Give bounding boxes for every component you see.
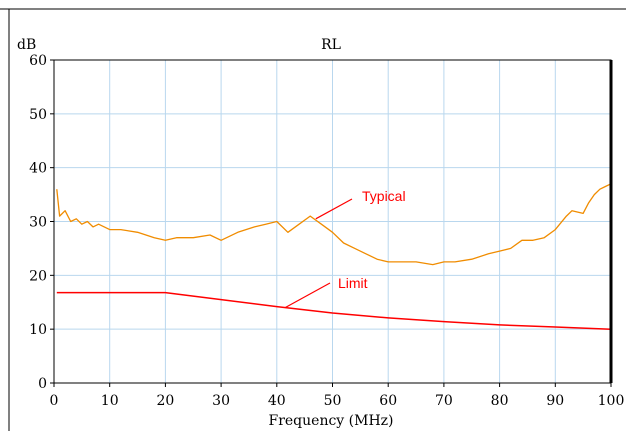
limit-series-line xyxy=(56,291,612,330)
y-tick-label: 60 xyxy=(29,53,47,69)
x-tick-label: 70 xyxy=(435,393,453,409)
x-tick-label: 90 xyxy=(546,393,564,409)
grid xyxy=(54,60,611,383)
limit-annotation-leader xyxy=(284,282,331,309)
x-tick-label: 40 xyxy=(268,393,286,409)
annotations: Typical Limit xyxy=(284,188,406,309)
x-tick-label: 10 xyxy=(101,393,119,409)
x-tick-label: 30 xyxy=(212,393,230,409)
x-tick-label: 0 xyxy=(50,393,59,409)
series-group xyxy=(56,183,612,330)
y-axis-unit-label: dB xyxy=(17,37,36,53)
chart-title: RL xyxy=(321,37,341,53)
y-tick-label: 40 xyxy=(29,161,47,177)
x-tick-label: 60 xyxy=(379,393,397,409)
x-tick-label: 80 xyxy=(491,393,509,409)
x-tick-label: 20 xyxy=(156,393,174,409)
y-tick-label: 50 xyxy=(29,107,47,123)
x-axis-label: Frequency (MHz) xyxy=(268,413,393,429)
y-tick-label: 20 xyxy=(29,268,47,284)
y-tick-label: 30 xyxy=(29,215,47,231)
x-tick-label: 50 xyxy=(324,393,342,409)
tick-labels: 0 10 20 30 40 50 60 70 80 90 100 0 10 20 30 40 50 60 xyxy=(29,53,624,409)
typical-annotation-label: Typical xyxy=(362,188,406,204)
limit-annotation-label: Limit xyxy=(338,275,368,291)
y-tick-label: 10 xyxy=(29,322,47,338)
x-tick-label: 100 xyxy=(598,393,625,409)
typical-series-line xyxy=(56,183,612,266)
y-tick-label: 0 xyxy=(38,376,47,392)
typical-annotation-leader xyxy=(315,198,353,220)
